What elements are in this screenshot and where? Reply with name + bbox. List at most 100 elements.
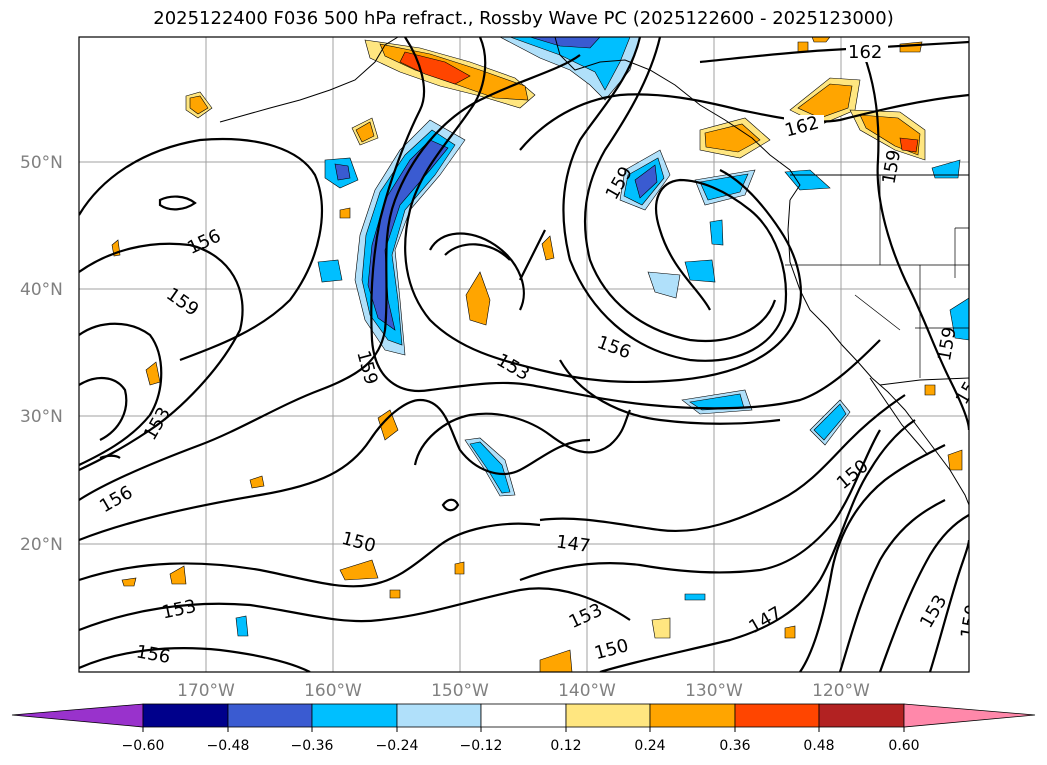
contour-line: [599, 419, 916, 672]
colorbar-bin: [311, 703, 398, 728]
colorbar-extend-low: [11, 703, 144, 728]
contour-line: [79, 587, 631, 632]
patch-positive: [704, 123, 761, 153]
state-borders: [785, 175, 969, 378]
colorbar-tick-label: 0.12: [550, 738, 581, 754]
patch-positive: [377, 409, 399, 441]
contour-line: [539, 394, 906, 533]
patch-negative: [634, 164, 658, 199]
colorbar-tick-label: 0.36: [719, 738, 750, 754]
patch-negative: [317, 259, 343, 283]
patch-positive: [355, 121, 375, 143]
lon-label-140w: 140°W: [558, 681, 616, 701]
coastline-alaska: [219, 37, 801, 201]
patch-positive: [899, 137, 919, 153]
patch-positive: [899, 41, 923, 53]
contour-line: [79, 377, 128, 441]
coastline-north-america: [787, 199, 969, 506]
contour-line: [370, 37, 881, 410]
colorbar-tick-label: 0.24: [634, 738, 665, 754]
contour-line: [559, 359, 781, 425]
colorbar-bin: [734, 703, 820, 728]
patch-positive: [121, 577, 137, 587]
patch-negative: [334, 163, 351, 181]
patch-negative: [529, 37, 601, 49]
patch-negative: [647, 271, 681, 299]
patch-positive: [947, 449, 963, 471]
patch-positive: [389, 589, 401, 599]
contour-line: [158, 195, 197, 211]
colorbar-tick-label: −0.60: [122, 738, 165, 754]
contour-label: 162: [848, 42, 882, 63]
colorbar-bin: [649, 703, 736, 728]
contour-line: [79, 138, 323, 362]
patch-positive: [924, 384, 936, 396]
contour-line: [519, 93, 969, 151]
contour-line: [404, 37, 802, 384]
contour-line: [583, 37, 777, 342]
patch-positive: [189, 95, 209, 115]
patch-negative: [949, 297, 969, 341]
contour-line: [79, 647, 311, 672]
contour-label: 150: [957, 603, 984, 640]
lon-label-150w: 150°W: [431, 681, 489, 701]
colorbar-extend-high: [903, 703, 1036, 728]
contour-line: [699, 40, 969, 64]
colorbar-tick-label: −0.36: [291, 738, 334, 754]
contour-lines: [79, 37, 969, 672]
lat-label-30n: 30°N: [20, 407, 63, 427]
colorbar-ticks: [142, 727, 905, 732]
patch-negative: [684, 259, 716, 283]
lat-label-50n: 50°N: [20, 153, 63, 173]
lon-label-170w: 170°W: [177, 681, 235, 701]
contour-line: [79, 322, 163, 466]
lon-label-130w: 130°W: [685, 681, 743, 701]
patch-positive: [169, 565, 187, 585]
patch-negative: [813, 403, 847, 441]
lon-label-160w: 160°W: [304, 681, 362, 701]
contour-line: [562, 37, 787, 362]
longitude-labels: 170°W 160°W 150°W 140°W 130°W 120°W: [177, 681, 870, 701]
shaded-patches: [111, 37, 969, 672]
patch-negative: [709, 219, 724, 246]
contour-line: [799, 444, 946, 672]
coastlines: [219, 37, 969, 506]
colorbar-bin: [227, 703, 313, 728]
contour-line: [858, 44, 969, 431]
colorbar-bin: [142, 703, 229, 728]
patch-positive: [339, 559, 379, 581]
patch-negative: [684, 593, 706, 601]
patch-positive: [465, 271, 491, 326]
contour-line: [441, 498, 460, 512]
coastline-baja: [869, 377, 929, 456]
patch-negative: [469, 441, 511, 494]
patch-positive: [539, 649, 573, 672]
colorbar-tick-label: −0.48: [207, 738, 250, 754]
map-panel: [79, 37, 969, 672]
border-us-mexico: [879, 377, 969, 386]
contour-line: [519, 429, 881, 582]
contour-line: [413, 409, 631, 466]
patch-positive: [651, 617, 671, 639]
contour-line: [79, 398, 591, 542]
contour-line: [79, 242, 244, 471]
lat-label-40n: 40°N: [20, 280, 63, 300]
contour-line: [928, 539, 969, 672]
colorbar-tick-label: −0.12: [460, 738, 503, 754]
colorbar: [11, 703, 1036, 728]
colorbar-bin: [396, 703, 482, 728]
contour-line: [429, 232, 525, 311]
patch-negative: [235, 615, 249, 637]
contour-line: [444, 229, 546, 281]
patch-positive: [454, 561, 465, 575]
contour-label: 147: [555, 531, 592, 557]
colorbar-bin: [480, 703, 567, 728]
colorbar-tick-label: −0.24: [376, 738, 419, 754]
map-frame: [78, 36, 970, 673]
patch-positive: [784, 625, 796, 639]
lat-label-20n: 20°N: [20, 535, 63, 555]
patch-positive: [249, 475, 265, 489]
contour-line: [79, 54, 581, 501]
colorbar-tick-label: 0.60: [888, 738, 919, 754]
